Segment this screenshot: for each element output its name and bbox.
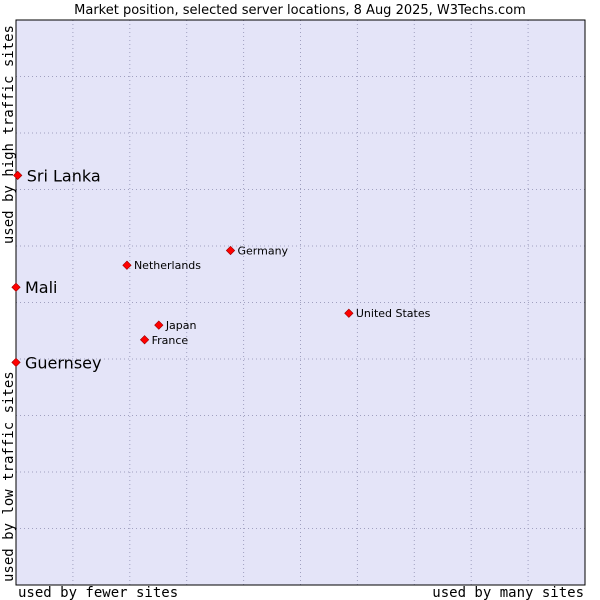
data-point-marker <box>13 170 23 180</box>
plot-frame <box>15 19 586 586</box>
y-axis-label-bottom: used by low traffic sites <box>1 371 17 582</box>
data-point-label: Netherlands <box>134 259 201 272</box>
data-point-label: France <box>152 334 189 347</box>
data-point-label: Mali <box>25 278 58 297</box>
data-point-marker <box>225 245 236 256</box>
data-point-marker <box>11 282 21 292</box>
data-point-marker <box>11 357 21 368</box>
data-point-label: Germany <box>238 245 289 258</box>
data-point-label: United States <box>356 307 431 320</box>
data-points: Sri Lanka Mali Guernsey Germany Netherlands U… <box>11 166 431 372</box>
data-point-label: Japan <box>165 319 197 332</box>
y-axis-label-top: used by high traffic sites <box>1 25 17 244</box>
grid-lines <box>16 20 585 585</box>
data-point-label: Sri Lanka <box>27 166 101 185</box>
data-point-marker <box>154 320 164 330</box>
data-point-marker <box>139 335 150 345</box>
data-point-marker <box>344 308 354 318</box>
x-axis-label-right: used by many sites <box>432 585 584 600</box>
data-point-label: Guernsey <box>25 353 101 372</box>
data-point-marker <box>122 260 132 270</box>
chart-title: Market position, selected server locatio… <box>74 3 526 18</box>
x-axis-label-left: used by fewer sites <box>18 585 178 600</box>
